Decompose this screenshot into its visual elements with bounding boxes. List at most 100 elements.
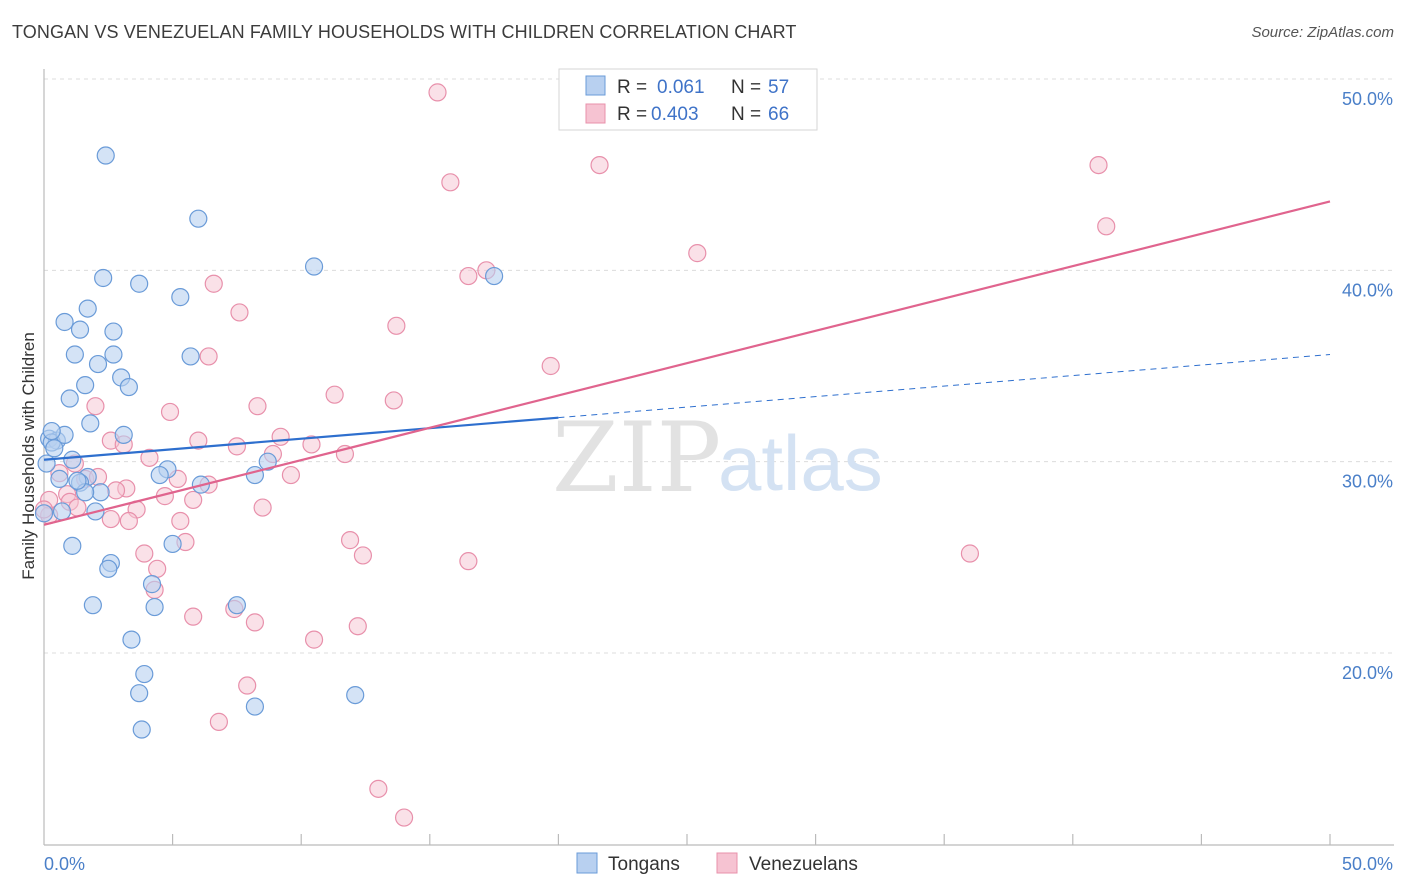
tongan-point-27 (258, 452, 277, 471)
venezuelan-trend-line (43, 200, 1331, 526)
venezuelan-point-31 (281, 465, 301, 485)
venezuelan-point-54 (148, 559, 167, 578)
tongan-point-52 (346, 685, 365, 705)
venezuelan-point-14 (384, 391, 403, 410)
venezuelan-point-35 (106, 481, 126, 500)
legend-r-label-2: R = (617, 104, 647, 125)
x-tick-label-max: 50.0% (1342, 854, 1393, 874)
venezuelan-point-3 (1089, 156, 1108, 175)
venezuelan-point-50 (353, 546, 373, 565)
venezuelan-point-63 (369, 779, 388, 798)
tongan-point-56 (68, 471, 87, 490)
venezuelan-point-9 (230, 303, 249, 322)
tongan-point-32 (50, 469, 69, 488)
legend-n-value-1: 57 (768, 77, 789, 98)
venezuelan-point-46 (119, 511, 138, 531)
venezuelan-point-11 (199, 347, 218, 366)
tongan-point-50 (135, 664, 154, 684)
y-tick-label-20: 20.0% (1342, 663, 1393, 683)
legend-n-label-2: N = (731, 104, 761, 125)
venezuelan-point-64 (394, 808, 414, 827)
tongan-point-9 (70, 320, 90, 339)
y-axis-title: Family Households with Children (19, 332, 38, 580)
tongan-point-19 (81, 414, 100, 433)
trend-lines (43, 200, 1331, 526)
tongan-point-8 (55, 312, 74, 332)
bottom-legend-venezuelans: Venezuelans (749, 854, 858, 875)
tongan-point-38 (34, 504, 54, 523)
tongan-trend-extension (558, 354, 1331, 419)
legend-swatch-venezuelans (585, 103, 606, 124)
tongan-point-54 (132, 720, 151, 739)
tongan-point-5 (485, 266, 504, 286)
venezuelan-point-25 (140, 448, 159, 467)
bottom-legend-tongans: Tongans (608, 854, 680, 875)
tongan-point-24 (45, 439, 64, 458)
tongan-trend-line (43, 416, 559, 461)
tongan-points (34, 146, 504, 739)
legend-r-label-1: R = (617, 77, 647, 98)
tongan-point-46 (83, 596, 102, 615)
venezuelan-point-16 (248, 397, 267, 416)
tongan-point-25 (114, 425, 133, 444)
venezuelan-point-5 (688, 244, 707, 263)
watermark-zip: ZIP (552, 402, 721, 514)
x-ticks (172, 834, 1331, 845)
venezuelan-point-1 (441, 173, 460, 192)
tongan-point-7 (78, 299, 97, 318)
tongan-point-13 (181, 347, 200, 366)
venezuelan-point-41 (68, 498, 87, 517)
legend-r-value-1: 0.061 (657, 77, 705, 98)
x-tick-label-min: 0.0% (44, 854, 85, 874)
y-tick-labels: 20.0% 30.0% 40.0% 50.0% (1342, 89, 1393, 683)
venezuelan-point-19 (189, 431, 208, 450)
tongan-point-53 (245, 697, 265, 716)
venezuelan-point-48 (340, 531, 360, 550)
venezuelan-point-58 (245, 613, 265, 632)
venezuelan-point-4 (1097, 217, 1116, 236)
venezuelan-point-10 (387, 316, 406, 335)
tongan-point-26 (63, 450, 82, 469)
tongan-point-17 (76, 376, 95, 395)
chart-title: TONGAN VS VENEZUELAN FAMILY HOUSEHOLDS W… (12, 22, 797, 42)
tongan-point-14 (88, 354, 108, 374)
bottom-legend-swatch-venezuelans (716, 852, 738, 874)
venezuelan-point-21 (227, 437, 246, 456)
tongan-point-55 (42, 421, 61, 441)
tongan-point-1 (189, 209, 208, 228)
tongan-point-39 (52, 502, 72, 521)
legend-r-value-2: 0.403 (651, 104, 699, 125)
tongan-point-36 (91, 483, 110, 502)
tongan-point-51 (130, 684, 149, 703)
tongan-point-41 (63, 536, 82, 555)
venezuelan-point-20 (271, 427, 290, 446)
tongan-point-4 (130, 274, 149, 293)
tongan-point-11 (65, 345, 84, 364)
tongan-point-0 (96, 146, 115, 165)
grid-lines (44, 78, 1394, 654)
tongan-point-47 (145, 597, 164, 617)
tongan-point-18 (60, 389, 79, 408)
bottom-legend: Tongans Venezuelans (576, 852, 858, 875)
venezuelan-point-61 (238, 676, 257, 695)
tongan-point-28 (37, 454, 56, 473)
venezuelan-point-17 (160, 402, 180, 422)
tongan-point-44 (99, 559, 118, 578)
bottom-legend-swatch-tongans (576, 852, 598, 874)
venezuelan-point-13 (325, 385, 344, 404)
venezuelan-point-62 (209, 712, 228, 731)
tongan-point-12 (104, 345, 123, 364)
watermark: ZIP atlas (552, 402, 883, 514)
venezuelan-point-57 (184, 607, 203, 626)
venezuelan-point-60 (304, 630, 324, 649)
venezuelan-point-2 (590, 156, 609, 175)
venezuelan-point-22 (302, 435, 321, 454)
tongan-point-6 (171, 288, 190, 307)
tongan-point-2 (304, 257, 324, 276)
venezuelan-point-59 (348, 617, 367, 636)
venezuelan-point-47 (171, 511, 190, 531)
chart-source: Source: ZipAtlas.com (1251, 24, 1394, 41)
venezuelan-point-40 (184, 490, 203, 510)
venezuelan-point-15 (86, 397, 105, 416)
